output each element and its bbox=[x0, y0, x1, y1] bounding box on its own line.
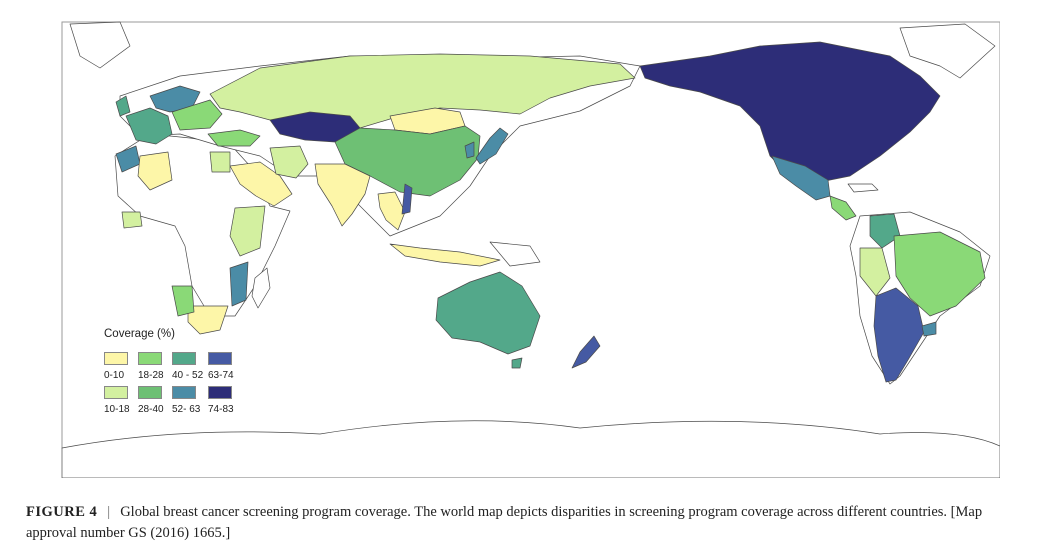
region-east-africa bbox=[229, 205, 266, 257]
legend-label-52-63: 52- 63 bbox=[172, 404, 201, 415]
legend-label-28-40: 28-40 bbox=[138, 404, 164, 415]
legend-swatch-0-10 bbox=[104, 352, 128, 365]
legend-label-18-28: 18-28 bbox=[138, 370, 164, 381]
legend-label-10-18: 10-18 bbox=[104, 404, 130, 415]
figure-caption: FIGURE 4 | Global breast cancer screening … bbox=[26, 502, 1036, 544]
legend-swatch-18-28 bbox=[138, 352, 162, 365]
region-tasmania bbox=[511, 357, 523, 369]
legend-swatch-40-52 bbox=[172, 352, 196, 365]
legend-label-0-10: 0-10 bbox=[104, 370, 125, 381]
region-japan bbox=[475, 127, 509, 165]
legend-swatch-74-83 bbox=[208, 386, 232, 399]
legend-swatch-28-40 bbox=[138, 386, 162, 399]
region-korea bbox=[464, 141, 475, 159]
region-india bbox=[314, 163, 371, 227]
world-map bbox=[60, 16, 1000, 478]
legend-label-74-83: 74-83 bbox=[208, 404, 234, 415]
region-namibia bbox=[171, 285, 195, 317]
region-argentina-chile bbox=[873, 287, 925, 383]
region-egypt bbox=[209, 151, 231, 173]
region-australia bbox=[435, 271, 541, 355]
madagascar bbox=[251, 267, 271, 309]
caption-text: Global breast cancer screening program c… bbox=[26, 504, 983, 541]
region-mexico bbox=[771, 155, 831, 201]
region-mozambique bbox=[229, 261, 249, 307]
legend-label-40-52: 40 - 52 bbox=[172, 370, 204, 381]
region-peru bbox=[859, 247, 891, 297]
legend-swatch-63-74 bbox=[208, 352, 232, 365]
region-eastern-europe bbox=[171, 99, 223, 131]
region-colombia bbox=[869, 213, 901, 249]
region-brazil bbox=[893, 231, 986, 317]
region-se-asia bbox=[377, 191, 406, 231]
region-turkey bbox=[207, 129, 261, 147]
region-central-america bbox=[829, 195, 857, 221]
antarctica bbox=[61, 420, 1000, 478]
region-algeria bbox=[137, 151, 173, 191]
region-arabia bbox=[229, 161, 293, 207]
region-north-america bbox=[639, 41, 941, 183]
region-iran bbox=[269, 145, 309, 179]
region-southern-africa bbox=[187, 305, 229, 335]
legend-swatch-10-18 bbox=[104, 386, 128, 399]
region-vietnam bbox=[401, 183, 413, 215]
region-new-zealand bbox=[571, 335, 601, 369]
map-legend: Coverage (%) 0-10 18-28 40 - 52 63-74 10… bbox=[104, 328, 254, 418]
legend-swatch-52-63 bbox=[172, 386, 196, 399]
caption-separator: | bbox=[107, 504, 111, 520]
region-western-europe bbox=[125, 107, 173, 145]
greenland bbox=[69, 21, 131, 69]
caribbean bbox=[847, 183, 879, 193]
region-uruguay bbox=[921, 321, 937, 337]
region-west-africa bbox=[121, 211, 143, 229]
region-indonesia bbox=[389, 243, 501, 267]
legend-title: Coverage (%) bbox=[104, 328, 175, 340]
legend-label-63-74: 63-74 bbox=[208, 370, 234, 381]
region-uk bbox=[115, 95, 131, 117]
figure-label: FIGURE 4 bbox=[26, 504, 98, 520]
new-guinea bbox=[489, 241, 541, 267]
arctic-islands bbox=[899, 23, 996, 79]
